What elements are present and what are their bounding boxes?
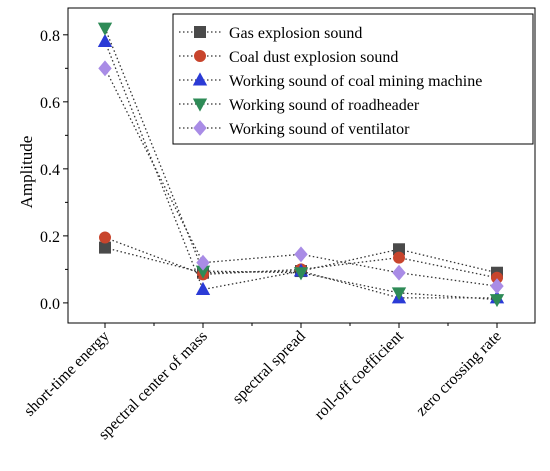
data-point [293, 267, 309, 281]
legend-marker [194, 50, 206, 62]
data-point [99, 241, 111, 254]
legend-label: Working sound of ventilator [229, 121, 410, 138]
legend-entry: Coal dust explosion sound [179, 49, 398, 66]
y-tick-label: 0.6 [40, 95, 60, 112]
series-2 [99, 231, 503, 284]
data-point [393, 251, 405, 264]
data-point [99, 231, 111, 244]
data-point [391, 287, 407, 301]
legend-label: Working sound of roadheader [229, 97, 420, 114]
data-point [195, 281, 211, 295]
data-point [294, 246, 308, 263]
x-tick-label: spectral center of mass [95, 328, 210, 443]
y-axis: 0.0 0.2 0.4 0.6 0.8 [40, 28, 68, 313]
legend-box [172, 13, 534, 145]
series-line [104, 27, 498, 301]
legend-marker [192, 98, 208, 112]
data-point [489, 294, 505, 308]
series-5 [98, 60, 504, 295]
y-tick-label: 0.8 [40, 28, 60, 45]
x-tick-label: short-time energy [21, 328, 113, 420]
legend-entry: Gas explosion sound [179, 25, 362, 42]
legend-marker [194, 26, 206, 38]
data-point [392, 264, 406, 281]
y-tick-label: 0.4 [40, 162, 60, 179]
x-tick-label: zero crossing rate [413, 328, 505, 420]
y-tick-label: 0.0 [40, 296, 60, 313]
series-4 [97, 22, 505, 308]
series-line [104, 246, 498, 274]
y-axis-label: Amplitude [17, 136, 36, 209]
legend-entry: Working sound of coal mining machine [179, 72, 482, 90]
legend-entry: Working sound of ventilator [179, 120, 410, 138]
legend-label: Working sound of coal mining machine [229, 73, 482, 90]
legend-entry: Working sound of roadheader [179, 97, 420, 114]
series-layer [97, 22, 505, 308]
data-point [98, 60, 112, 77]
data-point [490, 278, 504, 295]
y-tick-label: 0.2 [40, 229, 60, 246]
legend-label: Gas explosion sound [229, 25, 362, 42]
series-line [104, 41, 497, 299]
data-point [97, 33, 113, 47]
legend-label: Coal dust explosion sound [229, 49, 398, 66]
x-tick-label: spectral spread [229, 328, 309, 408]
legend: Gas explosion sound Coal dust explosion s… [172, 13, 534, 145]
legend-marker [192, 72, 208, 86]
data-point [196, 254, 210, 271]
legend-marker [193, 120, 207, 136]
x-tick-label: roll-off coefficient [311, 327, 407, 423]
data-point [97, 22, 113, 36]
